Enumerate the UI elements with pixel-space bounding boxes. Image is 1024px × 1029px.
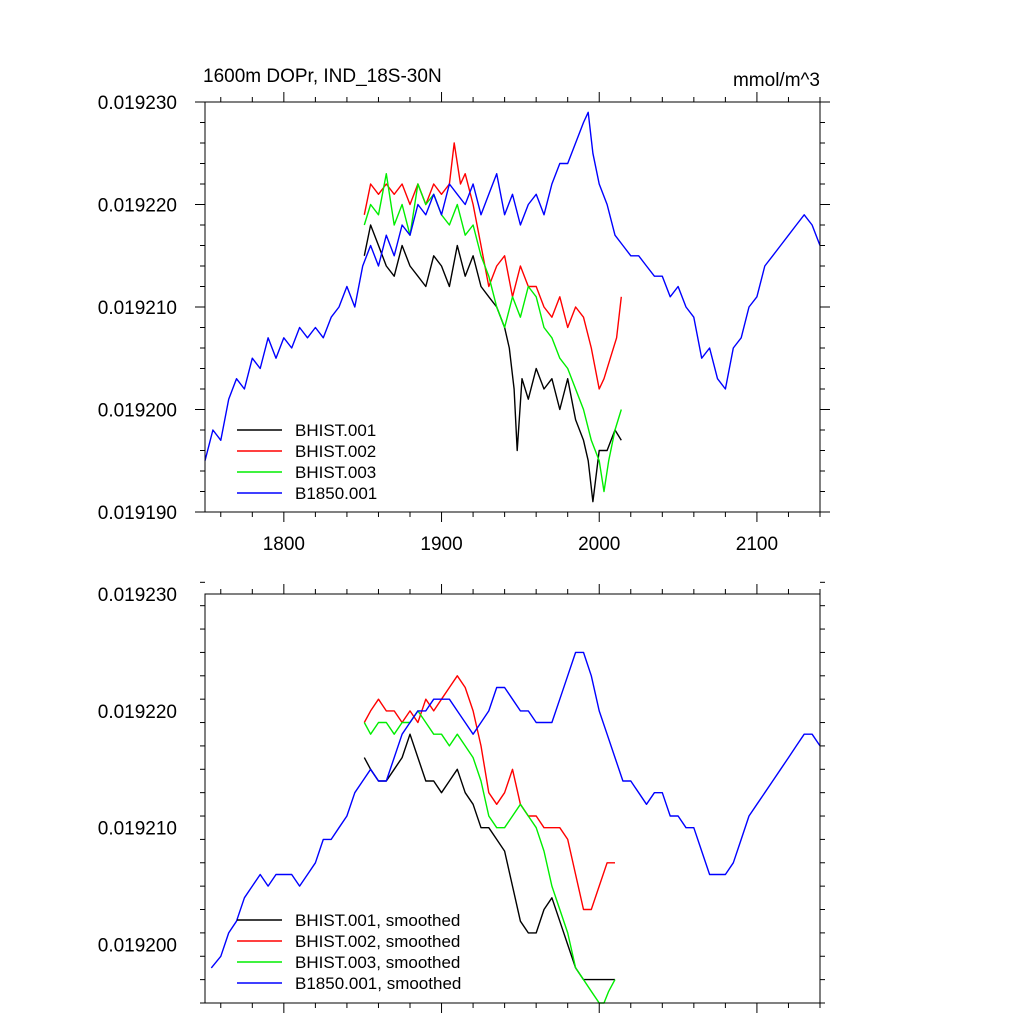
- bottom-legend: BHIST.001, smoothed BHIST.002, smoothed BH…: [237, 911, 461, 993]
- plot-frame: [204, 593, 821, 1004]
- legend-label-b1850-001: B1850.001: [295, 484, 377, 503]
- series-line-b1850-001: [204, 111, 821, 461]
- bottom-axes: 0.019200 0.019210 0.019220 0.019230: [98, 581, 825, 1013]
- x-tick-label: 2000: [578, 534, 620, 555]
- y-tick-label: 0.019190: [98, 503, 177, 524]
- y-tick-label: 0.019210: [98, 819, 177, 840]
- y-tick-label: 0.019200: [98, 401, 177, 422]
- legend-label-bhist-002: BHIST.002: [295, 442, 376, 461]
- legend-label-b1850-001-smoothed: B1850.001, smoothed: [295, 974, 461, 993]
- y-tick-label: 0.019210: [98, 298, 177, 319]
- legend-label-bhist-003-smoothed: BHIST.003, smoothed: [295, 953, 460, 972]
- series-line-bhist-001-smoothed: [363, 733, 615, 981]
- legend-label-bhist-001: BHIST.001: [295, 421, 376, 440]
- series-line-bhist-001: [363, 224, 622, 503]
- x-tick-label: 1800: [263, 534, 305, 555]
- bottom-series-group: [210, 651, 821, 1004]
- top-axes: 1800 1900 2000 2100 0.019190 0.019200 0.019210…: [98, 92, 830, 555]
- legend-label-bhist-002-smoothed: BHIST.002, smoothed: [295, 932, 460, 951]
- top-series-group: [204, 111, 821, 503]
- legend-label-bhist-003: BHIST.003: [295, 463, 376, 482]
- y-tick-label: 0.019230: [98, 585, 177, 606]
- units-label: mmol/m^3: [733, 70, 820, 91]
- series-line-bhist-003: [363, 172, 622, 493]
- y-tick-label: 0.019230: [98, 93, 177, 114]
- legend-label-bhist-001-smoothed: BHIST.001, smoothed: [295, 911, 460, 930]
- y-tick-label: 0.019220: [98, 196, 177, 217]
- y-tick-label: 0.019220: [98, 702, 177, 723]
- y-tick-label: 0.019200: [98, 936, 177, 957]
- series-line-bhist-003-smoothed: [363, 710, 616, 1004]
- top-panel: 1600m DOPr, IND_18S-30N mmol/m^3 1800 190…: [98, 66, 830, 555]
- x-tick-label: 1900: [420, 534, 462, 555]
- bottom-panel: 0.019200 0.019210 0.019220 0.019230 BHIST.0…: [98, 581, 825, 1013]
- series-line-bhist-002-smoothed: [363, 675, 615, 911]
- chart-title: 1600m DOPr, IND_18S-30N: [203, 66, 442, 87]
- x-tick-label: 2100: [736, 534, 778, 555]
- series-line-b1850-001-smoothed: [210, 651, 821, 969]
- series-line-bhist-002: [363, 142, 622, 390]
- top-legend: BHIST.001 BHIST.002 BHIST.003 B1850.001: [237, 421, 377, 503]
